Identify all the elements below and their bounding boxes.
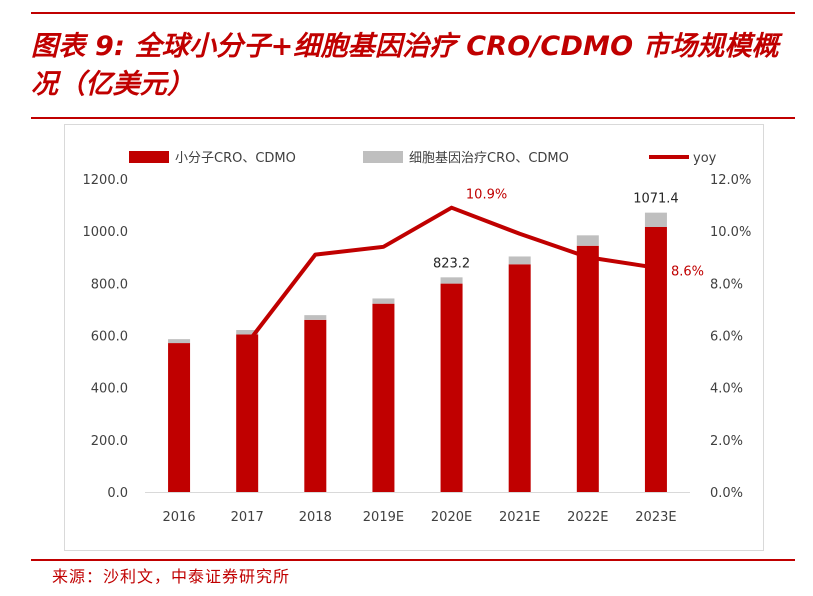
- chart-legend: 小分子CRO、CDMO 细胞基因治疗CRO、CDMO yoy: [129, 151, 717, 166]
- bar-cell-gene-therapy: [372, 298, 395, 304]
- data-label: 10.9%: [466, 188, 507, 203]
- source-note: 来源：沙利文，中泰证券研究所: [52, 567, 291, 586]
- left-tick-label: 1200.0: [83, 173, 129, 188]
- yoy-line-series: [245, 205, 658, 346]
- bar-cell-gene-therapy: [644, 212, 667, 227]
- legend-swatch: [363, 151, 403, 163]
- bar-small-molecule: [304, 319, 327, 492]
- footer-rule: [31, 559, 795, 561]
- data-labels: 823.2 1071.4 10.9% 8.6%: [433, 188, 704, 280]
- legend-label: yoy: [693, 151, 717, 166]
- right-tick-label: 4.0%: [710, 382, 743, 397]
- right-tick-label: 6.0%: [710, 330, 743, 345]
- bar-cell-gene-therapy: [576, 235, 599, 246]
- right-tick-label: 12.0%: [710, 173, 751, 188]
- left-tick-label: 400.0: [91, 382, 128, 397]
- bar-small-molecule: [576, 245, 599, 492]
- x-tick-label: 2023E: [635, 510, 676, 525]
- left-tick-label: 600.0: [91, 330, 128, 345]
- title-rule: [31, 117, 795, 119]
- x-tick-label: 2022E: [567, 510, 608, 525]
- left-tick-label: 1000.0: [83, 225, 129, 240]
- left-tick-label: 200.0: [91, 434, 128, 449]
- x-tick-label: 2020E: [431, 510, 472, 525]
- bar-small-molecule: [168, 343, 191, 492]
- right-tick-label: 8.0%: [710, 277, 743, 292]
- yoy-line: [245, 205, 658, 346]
- bar-small-molecule: [236, 334, 259, 492]
- bar-cell-gene-therapy: [304, 315, 327, 320]
- figure-title: 图表 9: 全球小分子+细胞基因治疗 CRO/CDMO 市场规模概况（亿美元）: [31, 31, 779, 100]
- bar-cell-gene-therapy: [440, 277, 463, 284]
- x-axis: 2016 2017 2018 2019E 2020E 2021E 2022E 2023E: [145, 492, 690, 525]
- x-tick-label: 2017: [231, 510, 264, 525]
- data-label: 8.6%: [671, 265, 704, 280]
- legend-label: 小分子CRO、CDMO: [175, 151, 296, 166]
- x-tick-label: 2021E: [499, 510, 540, 525]
- bar-cell-gene-therapy: [508, 256, 531, 265]
- bar-small-molecule: [372, 303, 395, 492]
- left-tick-label: 0.0: [107, 486, 128, 501]
- legend-swatch: [129, 151, 169, 163]
- header-top-rule: [31, 12, 795, 14]
- bars: [168, 212, 667, 492]
- x-tick-label: 2018: [299, 510, 332, 525]
- bar-cell-gene-therapy: [236, 330, 259, 335]
- right-tick-label: 10.0%: [710, 225, 751, 240]
- bar-small-molecule: [508, 264, 531, 492]
- right-tick-label: 0.0%: [710, 486, 743, 501]
- bar-small-molecule: [644, 226, 667, 492]
- x-tick-label: 2019E: [363, 510, 404, 525]
- right-axis: 0.0% 2.0% 4.0% 6.0% 8.0% 10.0% 12.0%: [710, 173, 751, 501]
- x-tick-label: 2016: [163, 510, 196, 525]
- data-label: 823.2: [433, 256, 470, 271]
- right-tick-label: 2.0%: [710, 434, 743, 449]
- bar-small-molecule: [440, 283, 463, 492]
- left-tick-label: 800.0: [91, 277, 128, 292]
- legend-label: 细胞基因治疗CRO、CDMO: [409, 151, 569, 166]
- bar-cell-gene-therapy: [168, 339, 191, 344]
- data-label: 1071.4: [633, 192, 679, 207]
- left-axis: 0.0 200.0 400.0 600.0 800.0 1000.0 1200.0: [83, 173, 129, 501]
